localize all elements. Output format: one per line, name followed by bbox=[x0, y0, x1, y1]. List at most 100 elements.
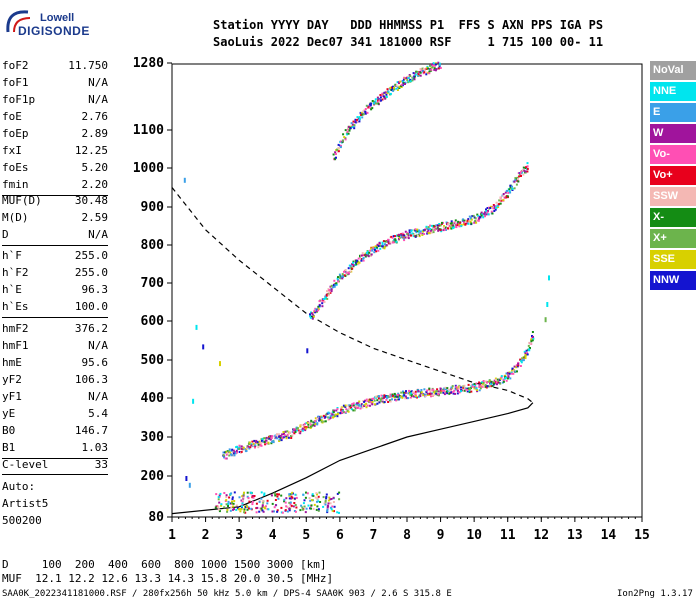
echo-point bbox=[505, 379, 508, 382]
es-echo-point bbox=[291, 496, 294, 499]
echo-point bbox=[224, 457, 227, 460]
echo-point bbox=[367, 105, 370, 108]
echo-point bbox=[404, 395, 407, 398]
echo-point bbox=[346, 273, 349, 276]
echo-point bbox=[362, 113, 365, 116]
echo-point bbox=[389, 395, 392, 398]
param-value: N/A bbox=[88, 76, 108, 89]
echo-point bbox=[389, 393, 392, 396]
echo-point bbox=[379, 400, 382, 403]
echo-point bbox=[376, 96, 379, 99]
echo-point bbox=[432, 389, 435, 392]
echo-point bbox=[428, 228, 430, 231]
echo-point bbox=[510, 372, 513, 375]
echo-point bbox=[355, 263, 358, 266]
echo-point bbox=[400, 234, 403, 237]
echo-point bbox=[501, 381, 504, 384]
es-echo-point bbox=[329, 506, 332, 509]
echo-point bbox=[443, 226, 446, 229]
es-echo-point bbox=[250, 492, 253, 494]
echo-point bbox=[381, 94, 384, 97]
echo-point bbox=[238, 451, 241, 453]
echo-point bbox=[324, 415, 327, 418]
echo-point bbox=[404, 236, 407, 239]
es-echo-point bbox=[246, 508, 249, 511]
echo-point bbox=[255, 439, 258, 442]
echo-point bbox=[369, 104, 372, 107]
footer-muf: MUF 12.1 12.2 12.6 13.3 14.3 15.8 20.0 3… bbox=[2, 572, 334, 585]
echo-point bbox=[511, 367, 514, 370]
es-echo-point bbox=[316, 505, 319, 508]
echo-point bbox=[519, 365, 522, 367]
echo-point bbox=[450, 386, 453, 389]
es-echo-point bbox=[276, 493, 279, 496]
echo-point bbox=[336, 412, 339, 415]
echo-point bbox=[381, 98, 384, 101]
echo-point bbox=[423, 233, 426, 235]
echo-point bbox=[304, 426, 307, 429]
echo-point bbox=[343, 136, 346, 139]
param-label: foF2 bbox=[2, 59, 29, 72]
echo-point bbox=[377, 245, 380, 247]
echo-point bbox=[309, 426, 312, 429]
auto-artist: Artist5 bbox=[2, 497, 49, 510]
echo-point bbox=[372, 247, 375, 250]
echo-point bbox=[396, 395, 399, 398]
echo-point bbox=[350, 266, 353, 269]
es-echo-point bbox=[227, 500, 230, 503]
echo-point bbox=[389, 399, 392, 402]
echo-point bbox=[496, 204, 499, 207]
echo-point bbox=[486, 207, 489, 209]
echo-point bbox=[395, 84, 398, 87]
echo-point bbox=[391, 398, 393, 401]
echo-point bbox=[328, 289, 331, 292]
echo-point bbox=[451, 385, 454, 388]
param-value: 96.3 bbox=[81, 283, 109, 296]
echo-point bbox=[483, 212, 486, 215]
y-tick-label: 300 bbox=[141, 430, 165, 445]
echo-point bbox=[353, 406, 356, 409]
echo-point bbox=[382, 240, 385, 243]
isolated-echo bbox=[546, 302, 549, 307]
echo-point bbox=[367, 255, 370, 258]
es-echo-point bbox=[258, 500, 261, 503]
es-echo-point bbox=[284, 501, 287, 504]
es-echo-point bbox=[226, 508, 229, 511]
echo-point bbox=[349, 126, 352, 129]
echo-point bbox=[365, 402, 368, 405]
echo-point bbox=[360, 403, 363, 406]
echo-point bbox=[264, 443, 267, 446]
es-echo-point bbox=[326, 510, 329, 513]
es-echo-point bbox=[258, 510, 261, 513]
echo-point bbox=[260, 444, 263, 447]
echo-point bbox=[450, 389, 453, 391]
echo-point bbox=[370, 102, 373, 105]
es-echo-point bbox=[336, 492, 339, 495]
x-tick-label: 14 bbox=[601, 528, 617, 543]
echo-point bbox=[516, 365, 519, 368]
echo-point bbox=[363, 109, 366, 112]
echo-point bbox=[437, 390, 440, 393]
param-row: C-level 33 bbox=[2, 456, 108, 473]
echo-point bbox=[437, 61, 440, 64]
param-value: 12.25 bbox=[74, 144, 108, 157]
echo-point bbox=[320, 419, 323, 422]
es-echo-point bbox=[231, 496, 234, 499]
echo-point bbox=[377, 102, 380, 105]
echo-point bbox=[422, 70, 425, 73]
legend-item-x: X+ bbox=[650, 229, 696, 248]
echo-point bbox=[225, 451, 228, 454]
echo-point bbox=[448, 392, 451, 395]
es-echo-point bbox=[280, 506, 283, 509]
echo-point bbox=[462, 386, 465, 389]
echo-point bbox=[414, 228, 417, 231]
echo-point bbox=[291, 434, 294, 437]
echo-point bbox=[439, 224, 442, 227]
echo-point bbox=[373, 403, 376, 406]
echo-point bbox=[372, 246, 375, 249]
echo-point bbox=[349, 264, 352, 267]
echo-point bbox=[419, 232, 422, 235]
echo-point bbox=[453, 389, 456, 392]
param-row: D N/A bbox=[2, 226, 108, 243]
echo-point bbox=[426, 227, 429, 230]
